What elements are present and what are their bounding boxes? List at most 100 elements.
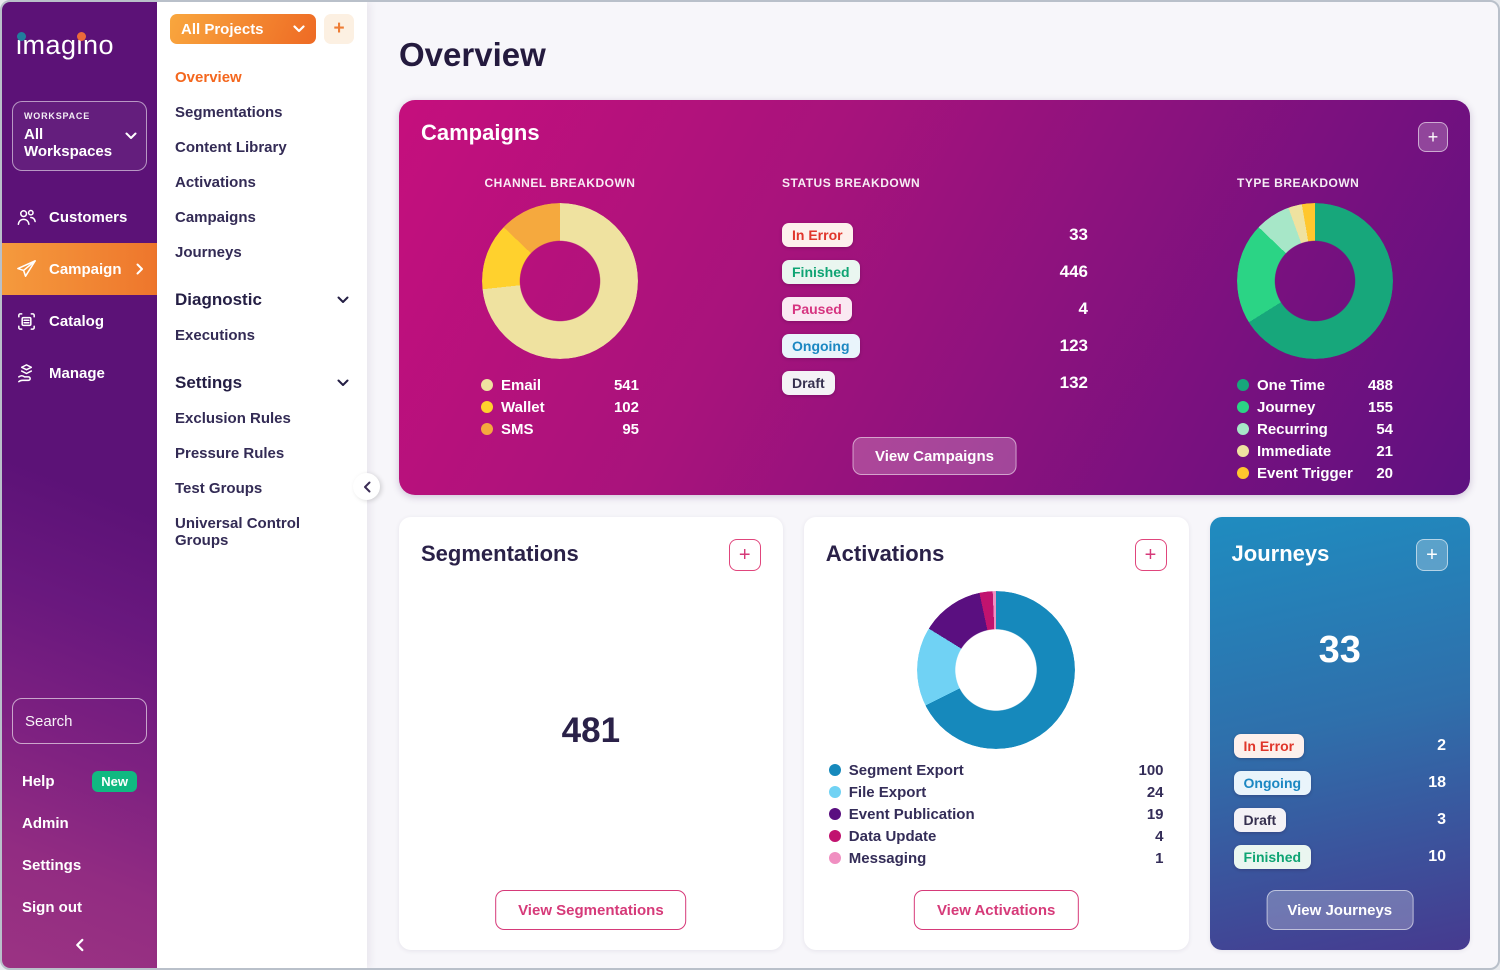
legend-item: Wallet 102 xyxy=(481,396,639,418)
legend-dot xyxy=(828,786,841,798)
status-value: 123 xyxy=(1059,335,1088,355)
nav-item-overview[interactable]: Overview xyxy=(175,69,242,86)
nav-item-universal-control-groups[interactable]: Universal Control Groups xyxy=(175,515,301,549)
logo-dot-orange xyxy=(77,32,86,41)
legend-value: 24 xyxy=(1146,783,1164,801)
nav-item-test-groups[interactable]: Test Groups xyxy=(175,480,263,497)
sidebar-item-manage[interactable]: Manage xyxy=(2,347,157,399)
legend-item: Messaging 1 xyxy=(828,847,1164,869)
nav-item-pressure-rules[interactable]: Pressure Rules xyxy=(175,445,285,462)
sidebar-nav: Customers Campaign Catalog xyxy=(2,191,157,399)
status-value: 446 xyxy=(1059,261,1088,281)
chevron-right-icon xyxy=(136,263,144,275)
status-row: Ongoing 123 xyxy=(782,332,1088,359)
status-badge: Ongoing xyxy=(1233,770,1312,795)
manage-icon xyxy=(15,362,38,385)
segmentations-total: 481 xyxy=(561,711,621,750)
section-header-diagnostic[interactable]: Diagnostic xyxy=(157,280,367,318)
legend-value: 541 xyxy=(613,376,639,394)
nav-item-executions[interactable]: Executions xyxy=(175,327,256,344)
campaigns-card-title: Campaigns xyxy=(421,120,540,145)
footer-item-settings[interactable]: Settings xyxy=(12,844,147,886)
view-activations-button[interactable]: View Activations xyxy=(913,890,1079,930)
status-row: Paused 4 xyxy=(782,295,1088,322)
footer-item-label: Settings xyxy=(22,856,82,874)
view-journeys-button[interactable]: View Journeys xyxy=(1266,890,1414,930)
legend-item: Email 541 xyxy=(481,374,639,396)
legend-value: 21 xyxy=(1376,442,1393,460)
status-row: Finished 10 xyxy=(1233,843,1446,870)
sidebar-item-campaign[interactable]: Campaign xyxy=(2,243,157,295)
page-title: Overview xyxy=(399,36,546,73)
legend-label: File Export xyxy=(848,783,927,801)
add-activation-button[interactable]: + xyxy=(1134,539,1167,571)
activations-donut-chart xyxy=(917,591,1076,749)
legend-item: Data Update 4 xyxy=(828,825,1164,847)
nav-item-exclusion-rules[interactable]: Exclusion Rules xyxy=(175,410,291,427)
legend-dot xyxy=(828,764,841,776)
view-segmentations-button[interactable]: View Segmentations xyxy=(495,890,687,930)
segmentations-card-title: Segmentations xyxy=(421,541,579,566)
status-badge: Draft xyxy=(782,370,835,395)
legend-dot xyxy=(481,401,493,413)
status-row: Finished 446 xyxy=(782,258,1088,285)
sidebar-search[interactable] xyxy=(12,698,242,744)
legend-dot xyxy=(1237,445,1249,457)
project-selector-button[interactable]: All Projects xyxy=(170,14,316,44)
legend-dot xyxy=(481,379,493,391)
nav-item-journeys[interactable]: Journeys xyxy=(175,244,242,261)
legend-value: 54 xyxy=(1376,420,1393,438)
status-row: In Error 33 xyxy=(782,221,1088,248)
legend-item: One Time 488 xyxy=(1237,374,1393,396)
legend-label: Wallet xyxy=(501,398,545,416)
legend-item: Event Publication 19 xyxy=(828,803,1164,825)
activations-legend: Segment Export 100 File Export 24 Event … xyxy=(828,759,1164,869)
sidebar-item-catalog[interactable]: Catalog xyxy=(2,295,157,347)
footer-item-admin[interactable]: Admin xyxy=(12,802,147,844)
sidebar-collapse-button[interactable] xyxy=(12,928,147,962)
panel-collapse-button[interactable] xyxy=(353,473,380,500)
status-badge: In Error xyxy=(782,222,853,247)
status-badge: Finished xyxy=(1233,844,1312,869)
view-campaigns-button[interactable]: View Campaigns xyxy=(852,437,1017,475)
legend-item: Immediate 21 xyxy=(1237,440,1393,462)
chevron-down-icon xyxy=(125,132,137,140)
segmentations-card: Segmentations + 481 View Segmentations xyxy=(399,517,783,950)
footer-item-signout[interactable]: Sign out xyxy=(12,886,147,928)
footer-item-label: Sign out xyxy=(22,898,82,916)
add-journey-button[interactable]: + xyxy=(1416,539,1448,571)
catalog-icon xyxy=(15,310,38,333)
footer-item-help[interactable]: Help New xyxy=(12,760,147,802)
status-value: 3 xyxy=(1437,810,1446,828)
add-campaign-button[interactable]: + xyxy=(1418,122,1448,152)
legend-item: SMS 95 xyxy=(481,418,639,440)
status-row: In Error 2 xyxy=(1233,732,1446,759)
status-value: 2 xyxy=(1437,736,1446,754)
legend-value: 19 xyxy=(1146,805,1164,823)
nav-item-activations[interactable]: Activations xyxy=(175,174,256,191)
legend-label: One Time xyxy=(1257,376,1326,394)
channel-breakdown-title: CHANNEL BREAKDOWN xyxy=(484,176,636,190)
journeys-card-title: Journeys xyxy=(1231,541,1330,566)
footer-item-label: Admin xyxy=(22,814,69,832)
project-nav: Overview Segmentations Content Library A… xyxy=(157,60,367,558)
workspace-selector[interactable]: WORKSPACE All Workspaces xyxy=(12,101,147,171)
nav-item-content-library[interactable]: Content Library xyxy=(175,139,287,156)
legend-value: 20 xyxy=(1376,464,1393,482)
add-segmentation-button[interactable]: + xyxy=(728,539,761,571)
journeys-card: Journeys + 33 In Error 2 Ongoing 18 Draf… xyxy=(1209,517,1470,950)
status-row: Draft 3 xyxy=(1233,806,1446,833)
legend-value: 100 xyxy=(1138,761,1164,779)
brand-logo[interactable]: imagino xyxy=(16,30,126,61)
nav-item-segmentations[interactable]: Segmentations xyxy=(175,104,283,121)
status-value: 132 xyxy=(1059,372,1088,392)
legend-dot xyxy=(481,423,493,435)
workspace-label: WORKSPACE xyxy=(24,111,91,121)
sidebar-item-customers[interactable]: Customers xyxy=(2,191,157,243)
chevron-down-icon xyxy=(337,379,349,387)
nav-item-campaigns[interactable]: Campaigns xyxy=(175,209,256,226)
section-header-settings[interactable]: Settings xyxy=(157,363,367,401)
legend-label: Journey xyxy=(1257,398,1316,416)
type-breakdown-column: TYPE BREAKDOWN One Time 488 Journey 155 xyxy=(1237,176,1393,484)
add-project-button[interactable]: + xyxy=(324,14,354,44)
